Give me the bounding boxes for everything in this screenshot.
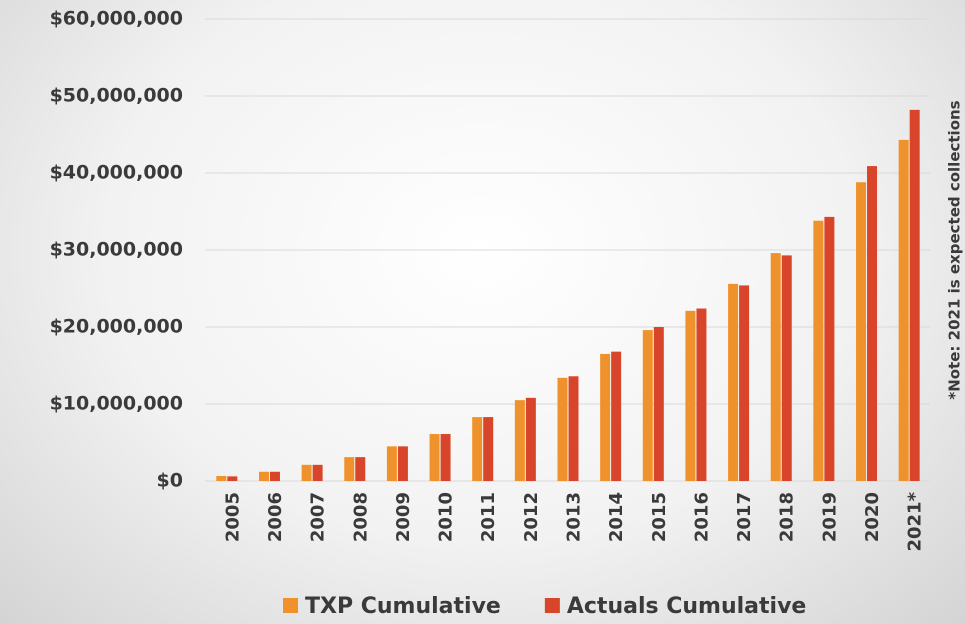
bar xyxy=(483,417,494,481)
bar xyxy=(386,446,397,481)
x-tick-label: 2017 xyxy=(734,492,755,542)
y-tick-label: $20,000,000 xyxy=(50,316,183,338)
bar xyxy=(397,446,408,481)
x-tick-label: 2005 xyxy=(222,492,243,542)
bar xyxy=(824,216,835,481)
x-tick-label: 2013 xyxy=(564,492,585,542)
bar xyxy=(685,310,696,481)
x-tick-label: 2009 xyxy=(393,492,414,542)
x-tick-label: 2006 xyxy=(265,492,286,542)
x-tick-label: 2016 xyxy=(691,492,712,542)
bar xyxy=(568,376,579,481)
legend-label: Actuals Cumulative xyxy=(567,594,807,619)
bar xyxy=(653,327,664,481)
x-tick-label: 2007 xyxy=(308,492,329,542)
bar xyxy=(355,457,366,481)
bar xyxy=(867,166,878,481)
bar xyxy=(258,471,269,481)
bar xyxy=(312,464,323,481)
bar xyxy=(227,476,238,481)
bar xyxy=(813,220,824,482)
x-tick-label: 2008 xyxy=(350,492,371,542)
legend-swatch xyxy=(544,598,560,613)
x-tick-label: 2021* xyxy=(905,491,926,551)
bar xyxy=(781,255,792,481)
x-tick-label: 2018 xyxy=(777,492,798,542)
bar xyxy=(611,351,622,481)
x-tick-label: 2014 xyxy=(606,492,627,542)
bar xyxy=(696,308,707,481)
bar xyxy=(600,353,611,481)
y-tick-label: $30,000,000 xyxy=(50,239,183,261)
bar xyxy=(269,471,280,481)
x-tick-label: 2010 xyxy=(436,492,457,542)
bar xyxy=(909,109,920,482)
y-tick-label: $50,000,000 xyxy=(50,85,183,107)
bar xyxy=(642,330,653,481)
bar xyxy=(525,397,536,481)
bar xyxy=(898,139,909,481)
x-tick-label: 2015 xyxy=(649,492,670,542)
bar xyxy=(856,182,867,482)
legend-swatch xyxy=(283,598,298,613)
y-tick-label: $60,000,000 xyxy=(50,8,183,30)
bar xyxy=(739,285,750,481)
bar xyxy=(514,400,525,481)
bar xyxy=(301,464,312,481)
bar xyxy=(216,475,227,481)
x-tick-label: 2011 xyxy=(478,492,499,542)
x-tick-label: 2019 xyxy=(819,492,840,542)
y-tick-label: $10,000,000 xyxy=(50,393,183,415)
y-tick-label: $40,000,000 xyxy=(50,162,183,184)
y-tick-label: $0 xyxy=(157,470,183,492)
legend-label: TXP Cumulative xyxy=(305,594,501,619)
bar xyxy=(728,283,739,481)
bar xyxy=(770,253,781,481)
x-tick-label: 2020 xyxy=(862,492,883,542)
bar xyxy=(557,377,568,481)
bar xyxy=(440,434,451,481)
x-tick-label: 2012 xyxy=(521,492,542,542)
bar xyxy=(472,417,483,481)
bar xyxy=(344,457,355,481)
annotation: *Note: 2021 is expected collections xyxy=(946,100,964,399)
bar xyxy=(429,434,440,481)
